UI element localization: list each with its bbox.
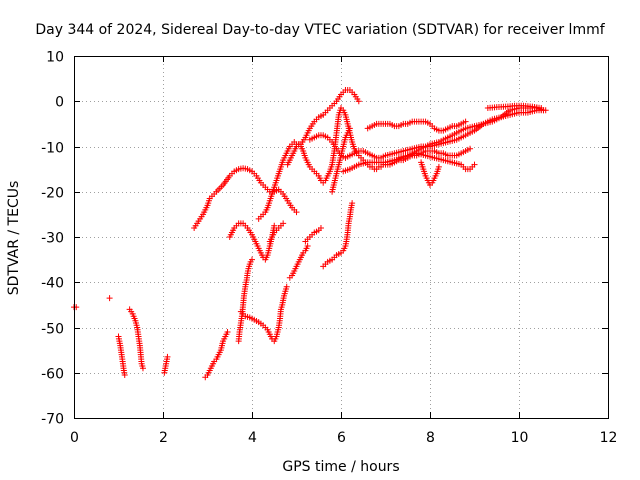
y-tick-label: -60 bbox=[41, 367, 64, 383]
series-arc-09 bbox=[235, 256, 255, 345]
data-point bbox=[280, 220, 287, 227]
y-tick-label: -40 bbox=[41, 276, 64, 292]
data-marks bbox=[71, 86, 549, 381]
data-point bbox=[349, 200, 356, 207]
x-tick-label: 2 bbox=[159, 430, 168, 446]
y-tick-label: 10 bbox=[46, 50, 64, 66]
axis-ticks: 0 2 4 6 8 10 12 -70 -60 -50 -40 -30 -20 -10 0 10 bbox=[41, 50, 617, 447]
x-tick-label: 12 bbox=[600, 430, 618, 446]
series-arc-11 bbox=[255, 86, 362, 222]
data-point bbox=[106, 295, 113, 302]
y-axis-label: SDTVAR / TECUs bbox=[6, 181, 22, 296]
series-arc-21 bbox=[302, 224, 324, 245]
data-point bbox=[346, 125, 353, 132]
data-point bbox=[249, 256, 255, 263]
y-tick-label: -50 bbox=[41, 322, 64, 338]
data-point bbox=[304, 243, 311, 250]
data-point bbox=[139, 365, 146, 372]
data-point bbox=[467, 145, 474, 152]
series-arc-06 bbox=[202, 329, 231, 381]
series-arc-03 bbox=[115, 333, 128, 379]
data-point bbox=[224, 329, 231, 336]
data-point bbox=[471, 161, 478, 168]
y-tick-label: -30 bbox=[41, 231, 64, 247]
x-tick-label: 8 bbox=[426, 430, 435, 446]
x-tick-label: 4 bbox=[248, 430, 257, 446]
series-arc-23 bbox=[266, 220, 287, 245]
series-arc-18 bbox=[418, 159, 442, 188]
data-point bbox=[293, 209, 300, 216]
series-arc-19 bbox=[395, 150, 478, 173]
x-axis-label: GPS time / hours bbox=[282, 459, 399, 475]
series-arc-12 bbox=[286, 243, 311, 281]
series-arc-05 bbox=[161, 353, 171, 376]
series-arc-10 bbox=[237, 283, 290, 345]
y-tick-label: -10 bbox=[41, 141, 64, 157]
data-point bbox=[283, 283, 290, 290]
series-arc-22 bbox=[320, 200, 356, 270]
data-point bbox=[121, 372, 128, 379]
data-point bbox=[462, 118, 469, 125]
series-arc-16 bbox=[329, 125, 353, 195]
chart-title: Day 344 of 2024, Sidereal Day-to-day VTE… bbox=[35, 22, 605, 38]
series-arc-15 bbox=[364, 118, 469, 134]
y-tick-label: -20 bbox=[41, 186, 64, 202]
series-arc-02 bbox=[106, 295, 113, 302]
series-arc-17 bbox=[340, 105, 547, 175]
series-arc-20 bbox=[484, 102, 545, 112]
x-tick-label: 0 bbox=[70, 430, 79, 446]
y-tick-label: -70 bbox=[41, 412, 64, 428]
x-tick-label: 10 bbox=[511, 430, 529, 446]
data-point bbox=[271, 222, 278, 229]
series-arc-13 bbox=[284, 105, 474, 186]
data-point bbox=[538, 105, 545, 112]
data-point bbox=[435, 163, 442, 170]
series-arc-01 bbox=[71, 304, 80, 311]
data-point bbox=[317, 224, 324, 231]
x-tick-label: 6 bbox=[337, 430, 346, 446]
y-tick-label: 0 bbox=[55, 95, 64, 111]
data-point bbox=[164, 353, 171, 360]
series-arc-04 bbox=[126, 306, 146, 372]
data-point bbox=[355, 98, 362, 105]
